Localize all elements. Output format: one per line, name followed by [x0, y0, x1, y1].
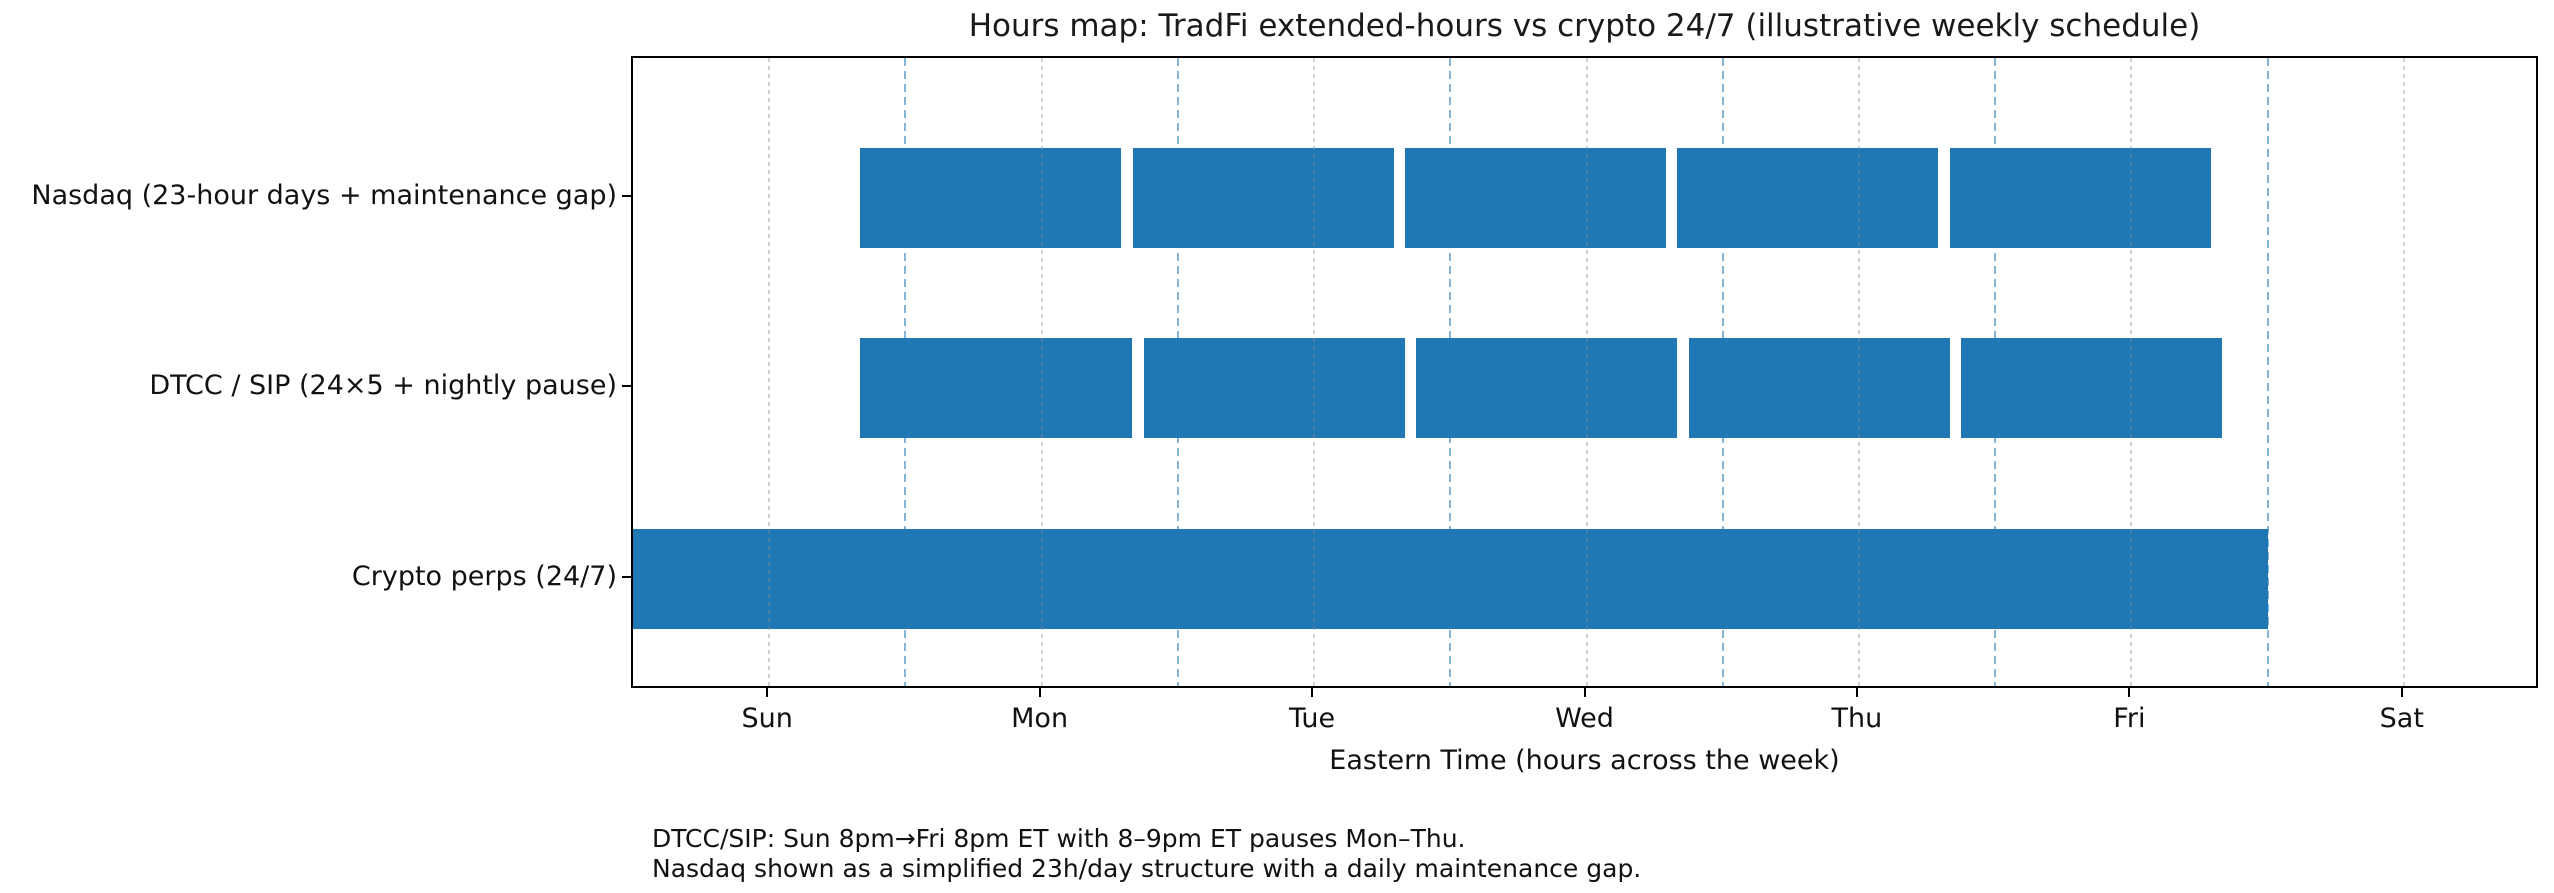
x-tick-mark — [2128, 688, 2131, 697]
bar-segment — [1949, 148, 2211, 248]
bar-segment — [1132, 148, 1394, 248]
noon-gridline — [1040, 58, 1043, 686]
x-tick-label: Wed — [1555, 703, 1614, 734]
footnote-line-1: DTCC/SIP: Sun 8pm→Fri 8pm ET with 8–9pm … — [652, 824, 1466, 853]
x-tick-label: Thu — [1831, 703, 1883, 734]
bar-segment — [1688, 338, 1950, 438]
x-tick-label: Sun — [741, 703, 793, 734]
y-tick-label: Nasdaq (23-hour days + maintenance gap) — [31, 180, 617, 211]
noon-gridline — [1313, 58, 1316, 686]
x-tick-mark — [1855, 688, 1858, 697]
x-tick-label: Sat — [2379, 703, 2424, 734]
midnight-gridline — [1994, 58, 1997, 686]
y-tick-label: Crypto perps (24/7) — [351, 561, 617, 592]
bar-segment — [860, 148, 1122, 248]
x-tick-mark — [2400, 688, 2403, 697]
y-tick-mark — [622, 195, 631, 197]
footnote-block: DTCC/SIP: Sun 8pm→Fri 8pm ET with 8–9pm … — [652, 824, 1641, 884]
bar-segment — [860, 338, 1133, 438]
x-tick-mark — [1583, 688, 1586, 697]
bar-segment — [1961, 338, 2223, 438]
x-tick-label: Tue — [1289, 703, 1336, 734]
noon-gridline — [768, 58, 771, 686]
x-tick-mark — [766, 688, 769, 697]
footnote-line-2: Nasdaq shown as a simplified 23h/day str… — [652, 854, 1642, 883]
bar-segment — [1404, 148, 1666, 248]
bar-segment — [1143, 338, 1405, 438]
y-tick-label: DTCC / SIP (24×5 + nightly pause) — [149, 370, 617, 401]
noon-gridline — [1585, 58, 1588, 686]
bar-segment — [1677, 148, 1939, 248]
midnight-gridline — [904, 58, 907, 686]
x-tick-label: Fri — [2113, 703, 2146, 734]
plot-area — [631, 56, 2538, 688]
noon-gridline — [2130, 58, 2133, 686]
x-tick-mark — [1311, 688, 1314, 697]
midnight-gridline — [1721, 58, 1724, 686]
midnight-gridline — [2266, 58, 2269, 686]
noon-gridline — [1857, 58, 1860, 686]
midnight-gridline — [1176, 58, 1179, 686]
x-tick-mark — [1038, 688, 1041, 697]
y-tick-mark — [622, 385, 631, 387]
chart-title: Hours map: TradFi extended-hours vs cryp… — [968, 8, 2201, 44]
noon-gridline — [2402, 58, 2405, 686]
bar-segment — [1416, 338, 1678, 438]
y-tick-mark — [622, 576, 631, 578]
midnight-gridline — [1449, 58, 1452, 686]
x-axis-label: Eastern Time (hours across the week) — [1329, 745, 1840, 776]
x-tick-label: Mon — [1011, 703, 1069, 734]
